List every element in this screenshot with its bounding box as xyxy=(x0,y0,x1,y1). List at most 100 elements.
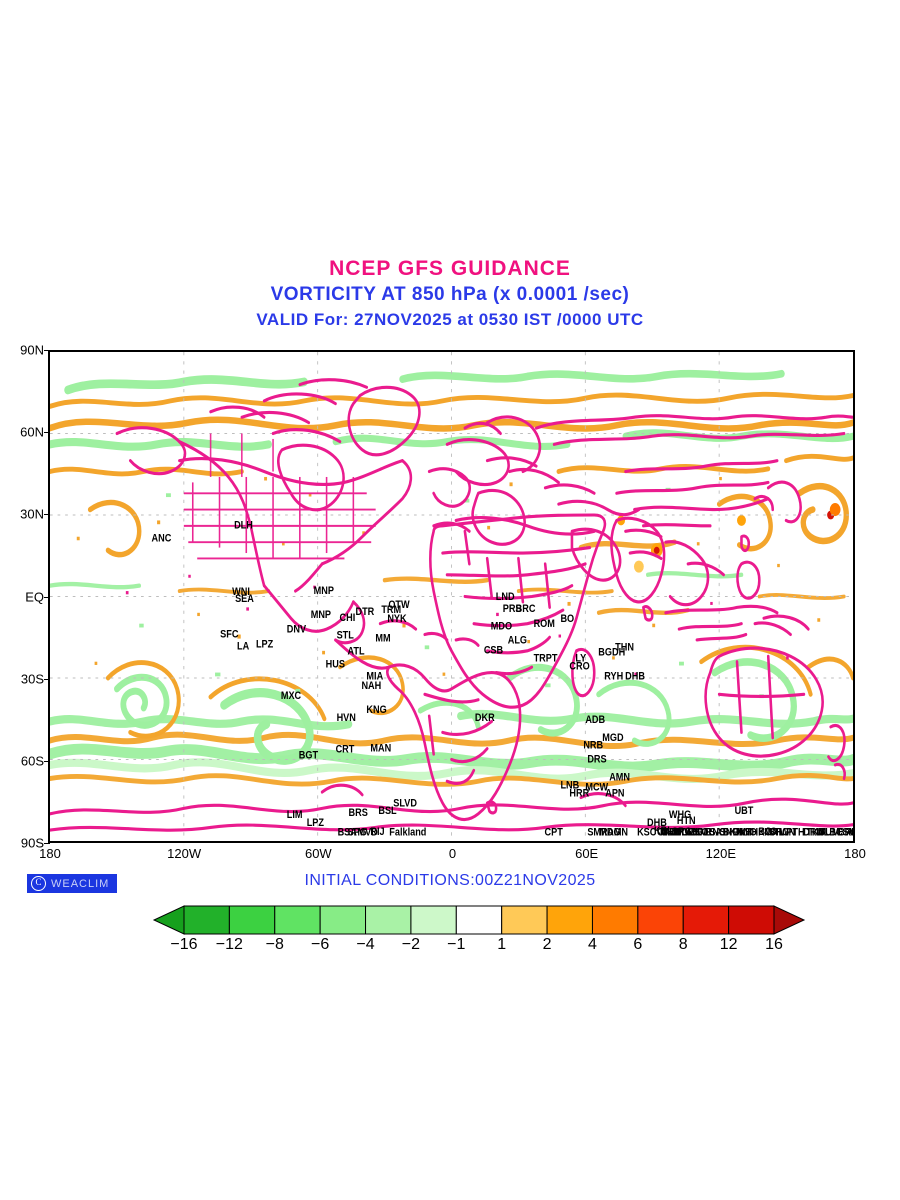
weaclim-logo: C WEACLIM xyxy=(27,874,118,893)
map-clip: ANC DLH WNI SEA SFC LA LPZ DNV MNP MNP CHI DTR TRM OT… xyxy=(50,352,853,841)
city-label: VZG xyxy=(684,827,703,839)
city-label: KOL xyxy=(695,827,714,839)
city-label: BSL xyxy=(378,805,396,817)
y-axis-label: 30N xyxy=(20,506,44,522)
colorbar-tick-label: −6 xyxy=(311,936,330,953)
city-label: HKG xyxy=(752,827,772,839)
colorbar-tick-label: 8 xyxy=(678,936,688,953)
colorbar-cap-high xyxy=(773,905,806,935)
city-label: BGT xyxy=(299,750,319,762)
city-label: MIA xyxy=(366,671,383,683)
colorbar-tick-label: −16 xyxy=(170,936,198,953)
city-label: DRS xyxy=(587,754,606,766)
city-label: STL xyxy=(337,630,354,642)
city-label: LSA xyxy=(704,827,723,839)
city-label: HVN xyxy=(337,712,356,724)
city-label: BGDH xyxy=(598,647,625,659)
colorbar-tick-label: 6 xyxy=(633,936,643,953)
city-label: MGD xyxy=(602,732,623,744)
colorbar-tick-label: −2 xyxy=(401,936,421,953)
city-label: TRPT xyxy=(534,653,559,665)
colorbar-segment xyxy=(365,905,412,935)
y-axis-label: 60S xyxy=(20,753,44,769)
city-label: BRN xyxy=(838,827,853,839)
city-label: SEA xyxy=(235,593,254,605)
city-label: MNP xyxy=(314,585,335,597)
city-label: RNO xyxy=(706,827,726,839)
city-label: KSC xyxy=(637,827,657,839)
city-label: SPG xyxy=(348,827,367,839)
city-label: CRO xyxy=(569,661,589,673)
city-label: MLB xyxy=(816,827,836,839)
city-label: MXC xyxy=(281,690,302,702)
x-axis-label: 60W xyxy=(304,846,332,861)
city-label: MDO xyxy=(491,621,512,633)
colorbar-segment xyxy=(546,905,593,935)
colorbar-tick-label: −4 xyxy=(356,936,375,953)
city-label: APN xyxy=(605,788,624,800)
city-label: DTR xyxy=(355,606,374,618)
y-axis-tick xyxy=(44,678,50,680)
city-label: HIM xyxy=(691,827,708,839)
colorbar-cap-low xyxy=(152,905,185,935)
x-axis-label: 60E xyxy=(575,846,599,861)
y-axis-label: 90S xyxy=(20,835,44,851)
city-label: KBL xyxy=(654,825,673,837)
x-axis-label: 120W xyxy=(167,846,202,861)
city-label: ROM xyxy=(534,618,555,630)
y-axis-label: EQ xyxy=(25,589,44,604)
city-label: MDG xyxy=(599,827,620,839)
city-label: TWN xyxy=(774,827,795,839)
city-label: SFC xyxy=(220,629,239,641)
copyright-icon: C xyxy=(31,876,46,891)
city-label: MCW xyxy=(585,782,608,794)
city-label: PRS xyxy=(503,603,522,615)
page-title: NCEP GFS GUIDANCE xyxy=(329,257,571,280)
colorbar-segment xyxy=(183,905,230,935)
city-label: RIJ xyxy=(370,826,384,838)
chart-subtitle: VORTICITY AT 850 hPa (x 0.0001 /sec) xyxy=(270,284,630,305)
colorbar-segment xyxy=(274,905,321,935)
colorbar-segment xyxy=(455,905,503,935)
city-label: CPT xyxy=(545,827,564,839)
city-label: LPZ xyxy=(307,817,324,829)
map-plot-area[interactable]: ANC DLH WNI SEA SFC LA LPZ DNV MNP MNP CHI DTR TRM OT… xyxy=(48,350,855,843)
colorbar-segment xyxy=(228,905,276,935)
city-label: DNV xyxy=(287,624,306,636)
city-label: GUM xyxy=(818,827,839,839)
city-label: SNG xyxy=(720,827,740,839)
colorbar-segment xyxy=(319,905,367,935)
colorbar-tick-label: 4 xyxy=(588,936,597,953)
city-label: CLM xyxy=(675,827,695,839)
colorbar-segment xyxy=(501,905,548,935)
colorbar-tick-label: 1 xyxy=(497,936,507,953)
city-label: HNO xyxy=(737,827,757,839)
city-label: OTW xyxy=(388,599,410,611)
city-label: LNB xyxy=(560,780,579,792)
y-axis-tick xyxy=(44,432,50,434)
city-label: MLD xyxy=(662,827,682,839)
city-label: HRR xyxy=(569,788,589,800)
weaclim-label: WEACLIM xyxy=(51,877,110,890)
y-axis-tick xyxy=(44,596,50,598)
city-label: MM xyxy=(375,633,390,645)
city-label: CHI xyxy=(340,612,356,624)
colorbar-segment xyxy=(591,905,639,935)
colorbar-tick-label: 12 xyxy=(719,936,738,953)
city-label: HTN xyxy=(677,815,696,827)
x-axis: 180 120W 60W 0 60E 120E 180 xyxy=(0,846,900,866)
city-label: BRS xyxy=(349,807,368,819)
colorbar[interactable] xyxy=(152,905,806,935)
city-label: MAN xyxy=(370,743,391,755)
city-label: THN xyxy=(615,642,634,654)
city-label: BKK xyxy=(723,827,743,839)
y-axis: 90N 60N 30N EQ 30S 60S 90S xyxy=(0,343,50,851)
y-axis-tick xyxy=(44,514,50,516)
colorbar-tick-label: −1 xyxy=(447,936,466,953)
city-label: WHG xyxy=(669,809,691,821)
city-label: DHB xyxy=(625,671,645,683)
city-label: SLVD xyxy=(393,798,417,810)
